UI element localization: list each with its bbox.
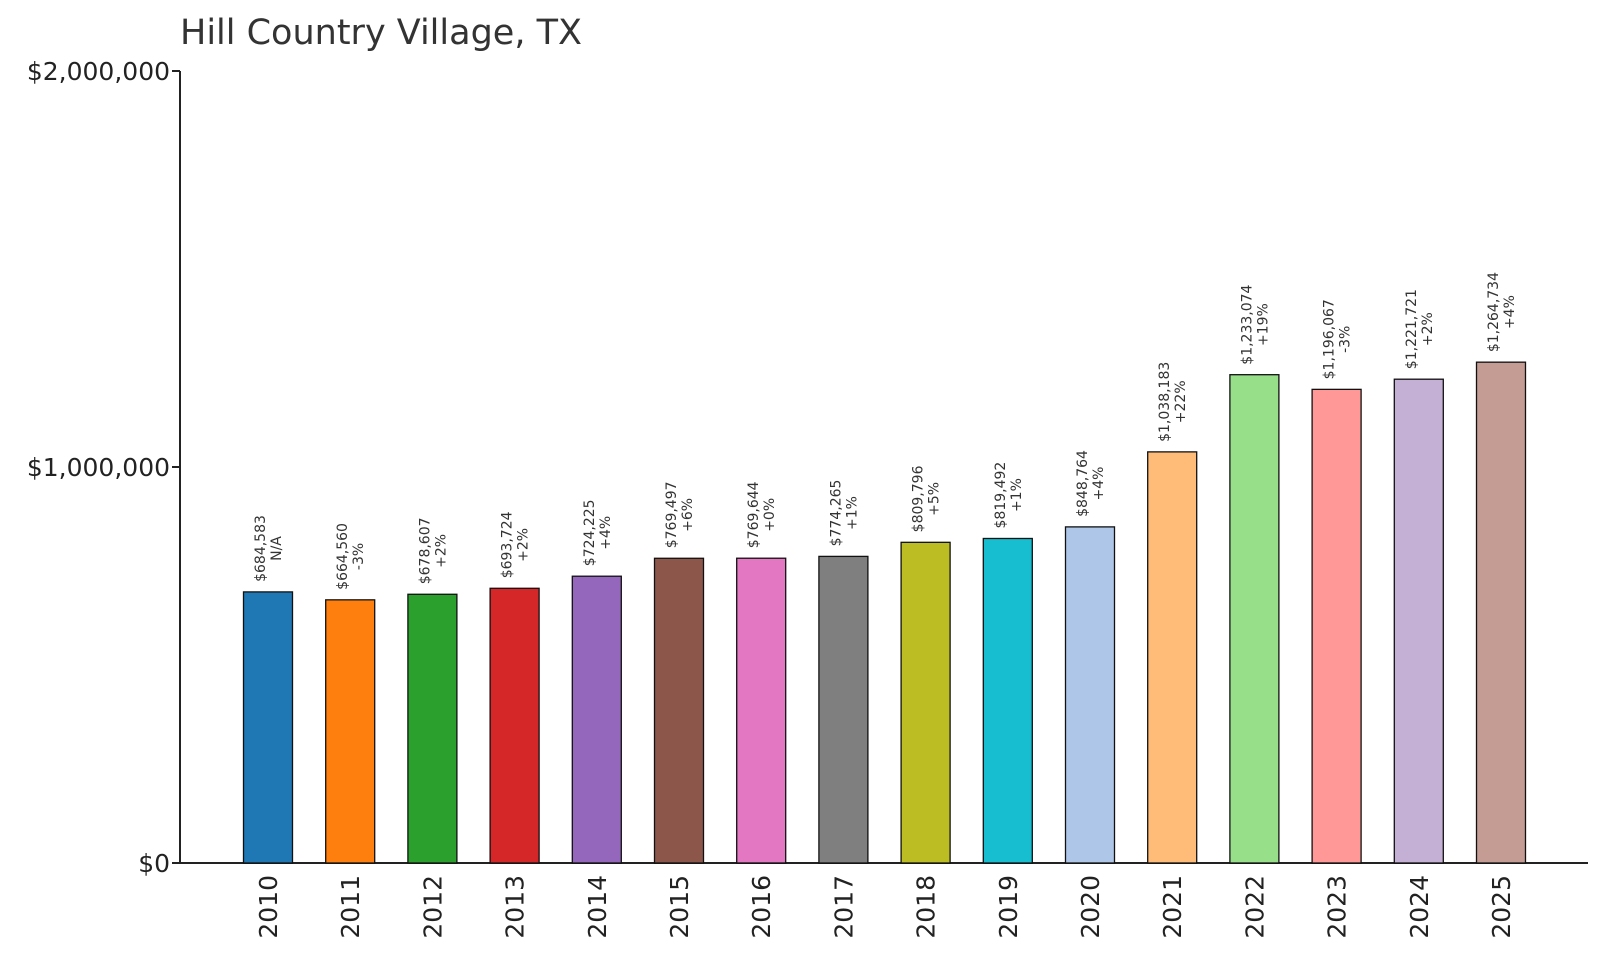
x-tick-label: 2017 xyxy=(829,875,858,939)
bar-2018 xyxy=(900,541,951,864)
bar-value-label: $664,560 xyxy=(335,523,351,590)
bars xyxy=(242,361,1527,864)
bar-change-label: +1% xyxy=(1009,478,1025,512)
bar-value-label: $1,264,734 xyxy=(1486,272,1502,352)
x-tick-label: 2024 xyxy=(1405,875,1434,939)
bar-2021 xyxy=(1147,451,1198,864)
bar-change-label: +2% xyxy=(433,534,449,568)
x-tick-label: 2020 xyxy=(1076,875,1105,939)
y-tick-label: $0 xyxy=(138,849,170,878)
bar-2015 xyxy=(653,557,705,864)
bar-change-label: +1% xyxy=(844,496,860,530)
bar-change-label: +4% xyxy=(598,516,614,550)
bar-change-label: +2% xyxy=(1420,312,1436,346)
x-tick-label: 2012 xyxy=(418,875,447,939)
bar-change-label: +0% xyxy=(762,498,778,532)
bar-change-label: -3% xyxy=(1338,326,1354,353)
x-tick-label: 2011 xyxy=(336,875,365,939)
x-tick-label: 2016 xyxy=(747,875,776,939)
bar-2025 xyxy=(1475,361,1527,864)
x-tick-label: 2022 xyxy=(1240,875,1269,939)
bar-2020 xyxy=(1064,526,1116,864)
bar-2022 xyxy=(1229,374,1280,864)
bar-value-label: $769,644 xyxy=(746,481,762,548)
bar-change-label: -3% xyxy=(351,543,367,570)
y-tick-label: $2,000,000 xyxy=(27,57,170,86)
bar-change-label: +4% xyxy=(1091,467,1107,501)
y-tick-label: $1,000,000 xyxy=(27,453,170,482)
bar-value-label: $1,196,067 xyxy=(1322,299,1338,379)
x-tick-label: 2023 xyxy=(1323,875,1352,939)
x-tick-label: 2010 xyxy=(254,875,283,939)
bar-value-label: $819,492 xyxy=(993,462,1009,529)
bar-change-label: N/A xyxy=(269,536,285,561)
bar-2014 xyxy=(571,575,622,864)
bar-value-label: $724,225 xyxy=(582,499,598,566)
bar-2010 xyxy=(242,591,294,864)
bar-value-label: $769,497 xyxy=(664,481,680,548)
bar-2023 xyxy=(1311,388,1362,864)
bar-value-label: $809,796 xyxy=(911,465,927,532)
x-tick-label: 2014 xyxy=(583,875,612,939)
x-tick-label: 2018 xyxy=(912,875,941,939)
bar-value-label: $1,038,183 xyxy=(1157,362,1173,442)
x-tick-label: 2025 xyxy=(1487,875,1516,939)
bar-value-label: $693,724 xyxy=(500,511,516,578)
x-tick-label: 2015 xyxy=(665,875,694,939)
chart-title: Hill Country Village, TX xyxy=(180,13,582,53)
bar-2012 xyxy=(407,593,458,864)
bar-value-label: $684,583 xyxy=(253,515,269,582)
bar-value-label: $848,764 xyxy=(1075,450,1091,517)
bar-change-label: +19% xyxy=(1255,303,1271,346)
bar-2011 xyxy=(325,599,376,864)
bar-2013 xyxy=(489,587,540,864)
bar-2024 xyxy=(1393,378,1444,864)
x-tick-label: 2013 xyxy=(501,875,530,939)
bar-2019 xyxy=(982,537,1033,864)
bar-2016 xyxy=(736,557,787,864)
x-tick-label: 2019 xyxy=(994,875,1023,939)
bar-value-label: $774,265 xyxy=(828,480,844,547)
bar-change-label: +22% xyxy=(1173,380,1189,423)
bar-value-label: $1,221,721 xyxy=(1404,289,1420,369)
bar-change-label: +5% xyxy=(927,482,943,516)
data-labels: $684,583 N/A $664,560 -3% $678,607 +2% $693,72… xyxy=(253,272,1518,590)
x-tick-label: 2021 xyxy=(1158,875,1187,939)
axes: $0 $1,000,000 $2,000,000 2010 2011 2012 2013 20… xyxy=(27,57,1588,939)
bar-change-label: +2% xyxy=(516,528,532,562)
bar-value-label: $678,607 xyxy=(417,517,433,584)
bar-change-label: +4% xyxy=(1502,295,1518,329)
bar-2017 xyxy=(818,555,869,864)
bar-value-label: $1,233,074 xyxy=(1239,284,1255,364)
bar-change-label: +6% xyxy=(680,498,696,532)
